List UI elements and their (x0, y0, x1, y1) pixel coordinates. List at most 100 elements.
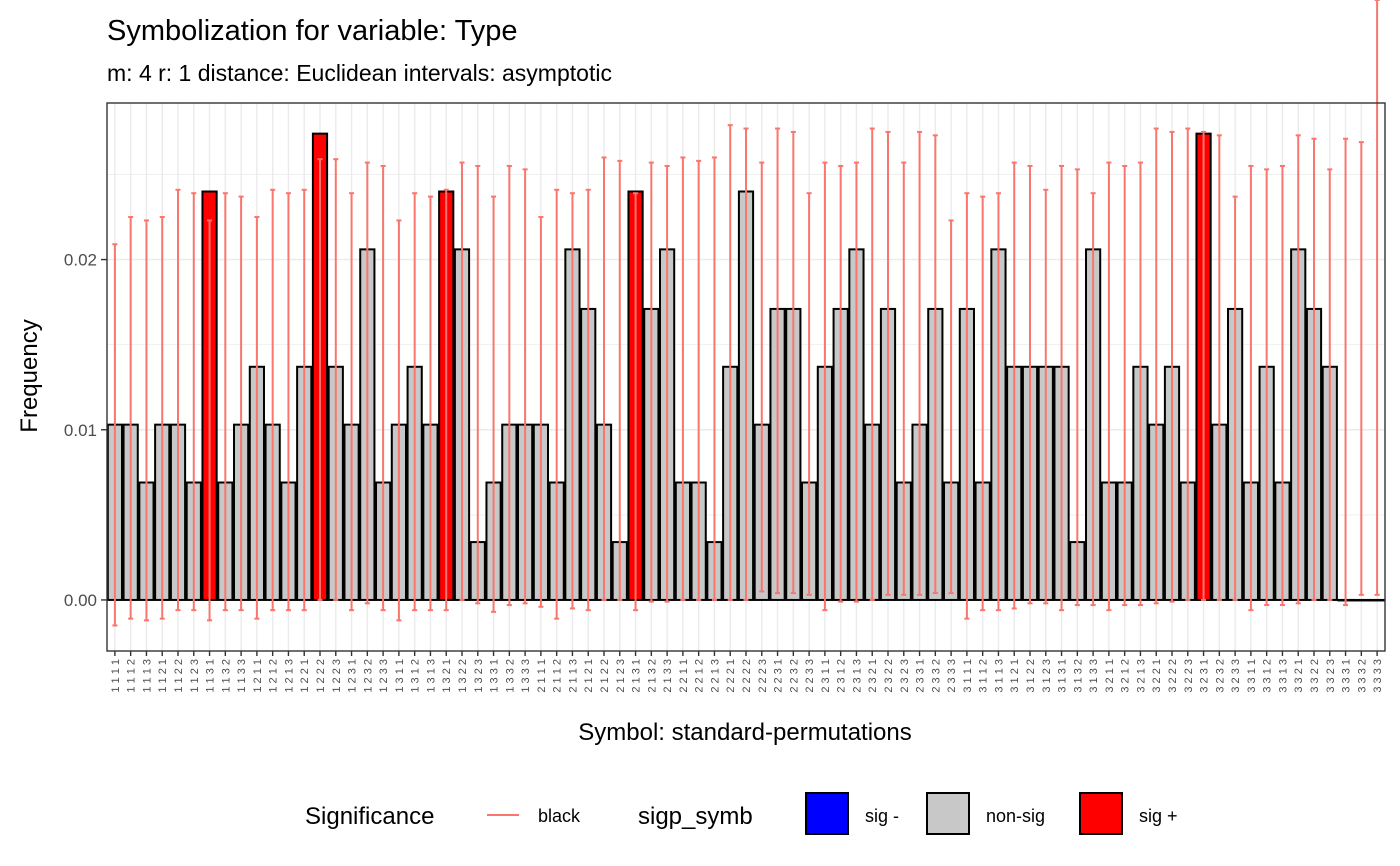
x-axis-title: Symbol: standard-permutations (578, 719, 912, 746)
x-tick-label: 3 2 3 3 (1230, 659, 1242, 693)
legend-key-sig-minus (805, 792, 849, 835)
legend-label-sig-plus: sig + (1139, 806, 1178, 826)
chart-title: Symbolization for variable: Type (107, 15, 518, 47)
x-tick-label: 3 3 2 1 (1293, 659, 1305, 693)
x-tick-label: 3 2 1 3 (1135, 659, 1147, 693)
x-tick-label: 1 3 1 3 (425, 659, 437, 693)
x-tick-label: 1 3 1 2 (410, 659, 422, 693)
chart-subtitle: m: 4 r: 1 distance: Euclidean intervals:… (107, 60, 612, 86)
x-tick-label: 1 2 3 1 (347, 659, 359, 693)
x-tick-label: 2 1 2 1 (583, 659, 595, 693)
x-tick-label: 3 1 3 2 (1072, 659, 1084, 693)
x-tick-label: 3 2 3 1 (1199, 659, 1211, 693)
x-tick-label: 2 1 1 1 (536, 659, 548, 693)
x-tick-label: 2 3 1 1 (820, 659, 832, 693)
x-tick-label: 2 2 2 2 (741, 659, 753, 693)
x-tick-label: 1 3 3 1 (489, 659, 501, 693)
x-tick-label: 2 2 3 3 (804, 659, 816, 693)
x-tick-label: 3 3 3 3 (1372, 659, 1384, 693)
x-tick-label: 3 3 3 2 (1356, 659, 1368, 693)
x-tick-label: 2 2 1 2 (694, 659, 706, 693)
x-tick-label: 2 2 2 3 (757, 659, 769, 693)
x-tick-label: 1 2 1 2 (268, 659, 280, 693)
y-axis-title: Frequency (16, 319, 43, 432)
legend-symb-title: sigp_symb (638, 803, 753, 830)
y-tick-label: 0.00 (64, 591, 97, 610)
bar (1353, 598, 1370, 602)
x-tick-label: 1 2 1 1 (252, 659, 264, 693)
x-tick-label: 3 1 1 2 (978, 659, 990, 693)
legend-label-non-sig: non-sig (986, 806, 1045, 826)
x-tick-label: 1 1 1 2 (126, 659, 138, 693)
x-tick-label: 3 3 2 2 (1309, 659, 1321, 693)
x-tick-label: 2 3 1 2 (836, 659, 848, 693)
x-tick-label: 2 1 2 3 (615, 659, 627, 693)
legend-significance-label: black (538, 806, 581, 826)
x-tick-label: 2 1 2 2 (599, 659, 611, 693)
x-tick-label: 3 1 2 1 (1009, 659, 1021, 693)
x-tick-label: 3 2 1 1 (1104, 659, 1116, 693)
x-tick-label: 1 1 2 3 (189, 659, 201, 693)
x-tick-label: 2 1 3 2 (646, 659, 658, 693)
x-tick-label: 1 2 2 3 (331, 659, 343, 693)
x-tick-label: 3 1 2 2 (1025, 659, 1037, 693)
y-tick-label: 0.01 (64, 421, 97, 440)
x-tick-label: 2 3 1 3 (851, 659, 863, 693)
x-tick-label: 3 3 1 1 (1246, 659, 1258, 693)
x-tick-label: 2 1 3 3 (662, 659, 674, 693)
x-tick-label: 1 1 3 3 (236, 659, 248, 693)
x-tick-label: 3 2 1 2 (1120, 659, 1132, 693)
x-tick-label: 1 3 1 1 (394, 659, 406, 693)
x-tick-label: 3 1 1 3 (993, 659, 1005, 693)
x-tick-label: 2 3 3 2 (930, 659, 942, 693)
x-tick-label: 1 2 2 2 (315, 659, 327, 693)
x-tick-label: 1 3 2 2 (457, 659, 469, 693)
x-tick-label: 3 1 2 3 (1041, 659, 1053, 693)
x-tick-label: 3 2 2 1 (1151, 659, 1163, 693)
x-tick-label: 2 3 3 1 (915, 659, 927, 693)
x-tick-label: 2 1 1 2 (552, 659, 564, 693)
x-tick-label: 2 2 3 2 (788, 659, 800, 693)
legend-key-non-sig (926, 792, 970, 835)
x-tick-label: 3 1 3 3 (1088, 659, 1100, 693)
x-tick-label: 1 1 2 2 (173, 659, 185, 693)
x-tick-label: 2 2 3 1 (773, 659, 785, 693)
x-tick-label: 2 3 2 1 (867, 659, 879, 693)
x-tick-label: 2 2 2 1 (725, 659, 737, 693)
x-tick-label: 3 3 1 3 (1277, 659, 1289, 693)
x-tick-label: 1 2 3 3 (378, 659, 390, 693)
x-tick-label: 1 2 2 1 (299, 659, 311, 693)
x-tick-label: 1 3 2 3 (473, 659, 485, 693)
x-tick-label: 3 2 3 2 (1214, 659, 1226, 693)
x-tick-label: 3 2 2 2 (1167, 659, 1179, 693)
x-tick-label: 2 3 2 2 (883, 659, 895, 693)
x-tick-label: 2 2 1 3 (709, 659, 721, 693)
x-tick-label: 2 2 1 1 (678, 659, 690, 693)
x-tick-label: 3 1 3 1 (1057, 659, 1069, 693)
legend: Significance black sigp_symb sig - non-s… (305, 792, 1178, 835)
x-tick-label: 2 1 1 3 (567, 659, 579, 693)
legend-label-sig-minus: sig - (865, 806, 899, 826)
x-tick-label: 1 2 3 2 (362, 659, 374, 693)
x-tick-label: 1 2 1 3 (283, 659, 295, 693)
x-tick-label: 3 3 3 1 (1341, 659, 1353, 693)
x-tick-label: 1 1 1 3 (141, 659, 153, 693)
x-tick-label: 3 3 1 2 (1262, 659, 1274, 693)
x-tick-label: 2 3 2 3 (899, 659, 911, 693)
x-tick-label: 1 1 2 1 (157, 659, 169, 693)
x-tick-label: 2 1 3 1 (631, 659, 643, 693)
x-tick-label: 2 3 3 3 (946, 659, 958, 693)
x-tick-label: 3 1 1 1 (962, 659, 974, 693)
x-tick-label: 3 2 2 3 (1183, 659, 1195, 693)
legend-key-sig-plus (1079, 792, 1123, 835)
x-tick-label: 1 1 1 1 (110, 659, 122, 693)
x-tick-label: 1 1 3 2 (220, 659, 232, 693)
legend-significance-title: Significance (305, 803, 434, 830)
x-tick-label: 1 3 2 1 (441, 659, 453, 693)
y-tick-label: 0.02 (64, 251, 97, 270)
x-tick-label: 1 3 3 3 (520, 659, 532, 693)
bar (1369, 598, 1386, 602)
